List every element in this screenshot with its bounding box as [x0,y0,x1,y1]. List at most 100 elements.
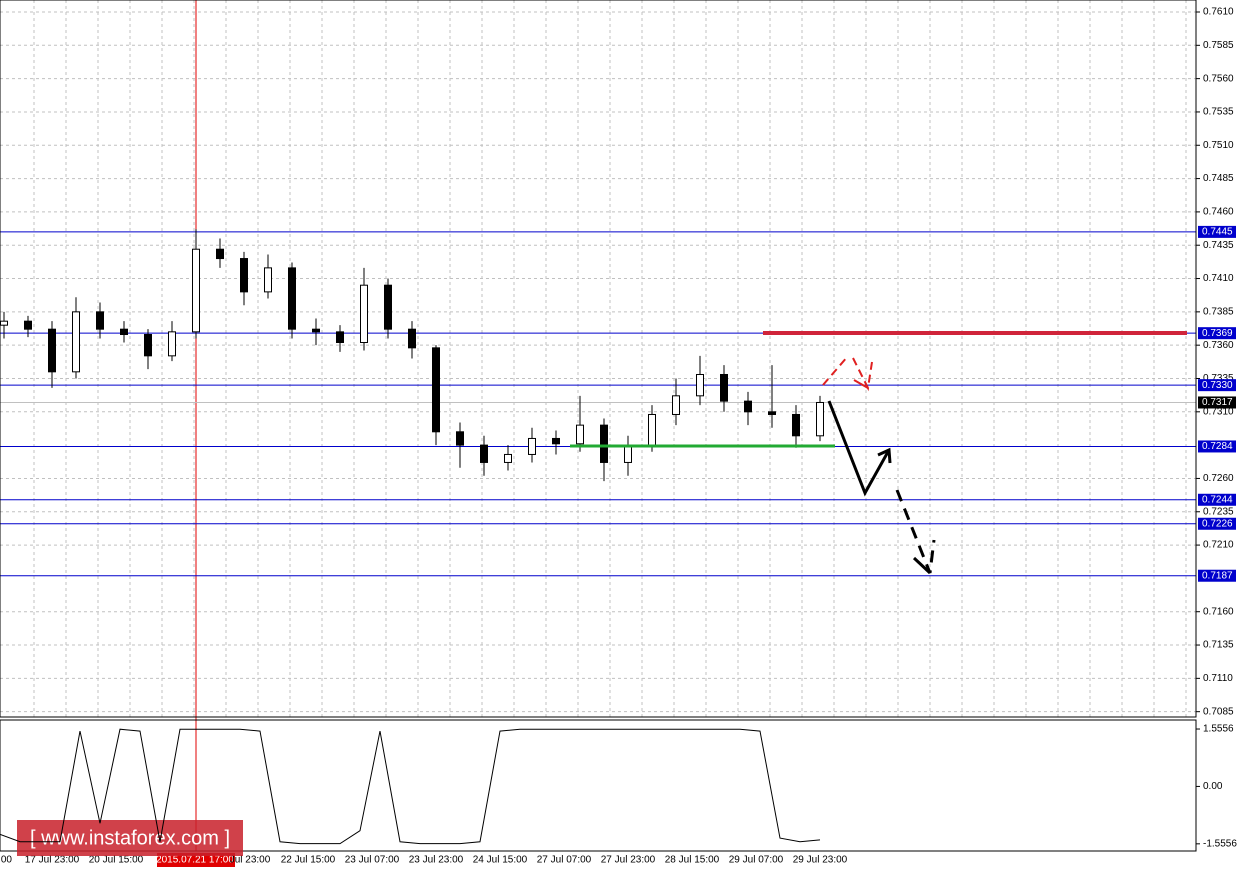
candle-body [648,413,656,446]
candle-body [48,328,56,373]
candle-body [576,424,584,445]
level-label: 0.7244 [1202,494,1233,505]
x-tick-label: 23 Jul 23:00 [409,855,464,866]
level-label-box [1198,379,1236,392]
y-tick-label: 0.7585 [1203,40,1234,51]
x-tick-label: 27 Jul 23:00 [601,855,656,866]
candle-body [768,411,776,415]
watermark-box [17,820,243,856]
candle-body [72,311,80,373]
red-arrow [822,355,849,386]
x-tick-label: 20 Jul 15:00 [89,855,144,866]
y-tick-label: 0.7510 [1203,140,1234,151]
date-highlight [157,853,235,867]
candle-body [336,331,344,344]
candle-body [480,444,488,463]
x-tick-label: 27 Jul 07:00 [537,855,592,866]
candle-body [744,400,752,413]
level-label-box [1198,493,1236,506]
y-tick-label: 0.7260 [1203,473,1234,484]
axis: 0.7610 0.7585 0.7560 0.7535 0.7510 0.7485 0.74… [1196,7,1237,849]
y-tick-label: 0.7435 [1203,240,1234,251]
candle-body [432,347,440,433]
level-label-box [1198,569,1236,582]
candle-body [312,328,320,333]
candle-body [216,248,224,260]
y-tick-label: 0.7135 [1203,640,1234,651]
y-tick-label: 0.7360 [1203,340,1234,351]
candle-body [672,395,680,415]
candle-body [528,437,536,455]
x-tick-label: Jul 23:00 [230,855,271,866]
price-pane [0,0,1197,718]
candle-body [504,453,512,463]
x-tick-label: :00 [0,855,12,866]
x-tick-label: 28 Jul 15:00 [665,855,720,866]
candle-body [696,373,704,397]
level-label: 0.7284 [1202,441,1233,452]
candle-body [288,267,296,330]
level-label-box [1198,440,1236,453]
candle-body [408,328,416,349]
y-tick-label: 0.7235 [1203,506,1234,517]
level-label-box [1198,225,1236,238]
level-label: 0.7226 [1202,518,1233,529]
level-label-box [1198,327,1236,340]
candle-body [720,373,728,402]
x-tick-label: 17 Jul 23:00 [25,855,80,866]
candle-body [624,444,632,463]
y-tick-label: 0.7410 [1203,273,1234,284]
candle-body [264,267,272,293]
candle-body [168,331,176,357]
arrow-head [877,447,892,464]
level-label: 0.7330 [1202,380,1233,391]
indicator-tick-label: 1.5556 [1203,724,1234,735]
candle-body [600,424,608,463]
y-tick-label: 0.7460 [1203,207,1234,218]
indicator-tick-label: -1.5556 [1203,838,1237,849]
candle-body [552,437,560,445]
watermark: [ www.instaforex.com ] [30,827,230,849]
level-label: 0.7445 [1202,227,1233,238]
y-tick-label: 0.7485 [1203,173,1234,184]
indicator-tick-label: 0.00 [1203,781,1223,792]
y-tick-label: 0.7560 [1203,73,1234,84]
candle-body [240,258,248,293]
arrow-head [912,556,932,575]
candle-body [792,413,800,437]
y-tick-label: 0.7210 [1203,540,1234,551]
y-tick-label: 0.7160 [1203,606,1234,617]
indicator-line [0,728,821,845]
level-label: 0.7369 [1202,328,1233,339]
level-label: 0.7187 [1202,570,1233,581]
candle-body [96,311,104,330]
x-tick-label: 29 Jul 07:00 [729,855,784,866]
indicator-pane [0,719,1197,852]
candle-body [384,284,392,330]
y-tick-label: 0.7085 [1203,706,1234,717]
level-label-box [1198,517,1236,530]
current-price-box [1198,396,1236,409]
candle-body [816,401,824,437]
candle-body [192,248,200,333]
y-tick-label: 0.7110 [1203,673,1233,684]
y-tick-label: 0.7535 [1203,107,1234,118]
y-tick-label: 0.7385 [1203,306,1234,317]
x-tick-label: 2015.07.21 17:00 [156,855,234,866]
x-tick-label: 29 Jul 23:00 [793,855,848,866]
candle-body [0,320,8,326]
y-tick-label: 0.7610 [1203,7,1234,18]
candle-body [360,284,368,344]
x-tick-label: 24 Jul 15:00 [473,855,528,866]
candle-body [24,320,32,330]
y-tick-label: 0.7310 [1203,406,1234,417]
candle-body [144,334,152,357]
y-tick-label: 0.7335 [1203,373,1234,384]
x-tick-label: 23 Jul 07:00 [345,855,400,866]
x-tick-label: 22 Jul 15:00 [281,855,336,866]
current-price-label: 0.7317 [1202,397,1233,408]
candles [0,229,824,482]
x-axis: :00 17 Jul 23:00 20 Jul 15:00 2015.07.21 17… [0,855,848,866]
